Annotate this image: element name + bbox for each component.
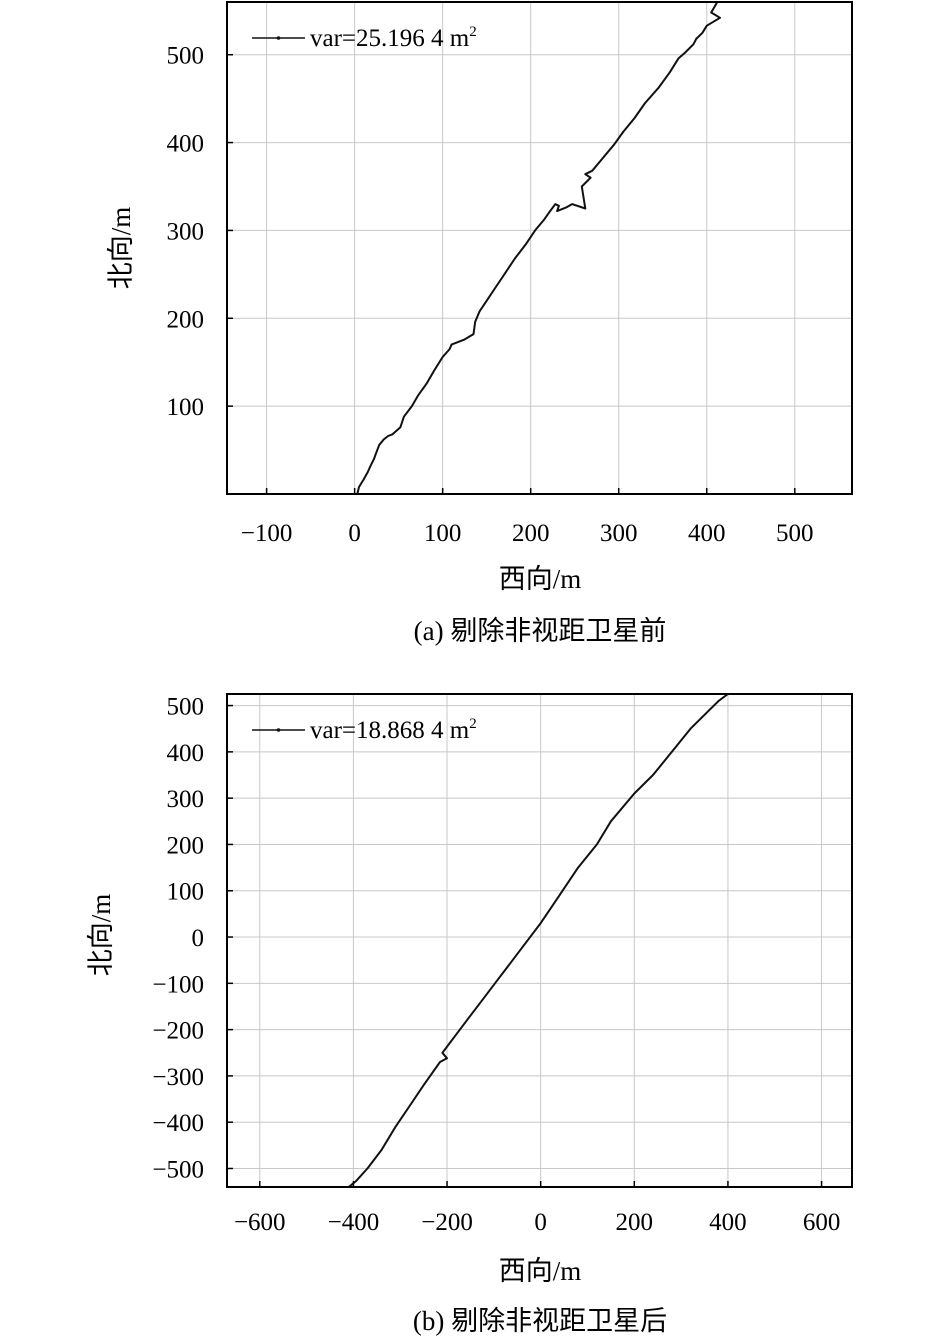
x-axis-label: 西向/m <box>499 564 582 594</box>
x-tick-label: 600 <box>803 1209 841 1236</box>
plot-frame <box>226 693 853 1188</box>
y-tick-label: −400 <box>152 1110 204 1137</box>
y-tick-label: 100 <box>167 394 205 421</box>
y-tick-label: −500 <box>152 1156 204 1183</box>
y-tick-label: −200 <box>152 1018 204 1045</box>
x-tick-label: 300 <box>600 520 638 547</box>
series-line <box>356 1 721 495</box>
x-tick-label: 0 <box>534 1209 547 1236</box>
figure-caption: (a) 剔除非视距卫星前 <box>414 616 667 646</box>
x-tick-label: −600 <box>234 1209 286 1236</box>
y-tick-label: 400 <box>167 131 205 158</box>
x-tick-label: 200 <box>512 520 550 547</box>
y-tick-label: 400 <box>167 740 205 767</box>
y-tick-label: 300 <box>167 218 205 245</box>
plot-frame <box>226 1 853 495</box>
y-tick-label: 500 <box>167 43 205 70</box>
legend-superscript: 2 <box>469 24 477 40</box>
x-axis-label: 西向/m <box>499 1256 582 1286</box>
legend-marker <box>276 36 281 40</box>
x-tick-label: 100 <box>424 520 462 547</box>
x-tick-label: −200 <box>421 1209 473 1236</box>
y-tick-label: 500 <box>167 694 205 721</box>
x-tick-label: −100 <box>241 520 293 547</box>
x-tick-label: 400 <box>688 520 726 547</box>
y-tick-label: 300 <box>167 786 205 813</box>
legend-label: var=18.868 4 m2 <box>310 716 477 744</box>
x-tick-label: 500 <box>776 520 814 547</box>
figure-caption: (b) 剔除非视距卫星后 <box>413 1306 667 1336</box>
y-tick-label: 100 <box>167 879 205 906</box>
legend-label: var=25.196 4 m2 <box>310 24 477 52</box>
x-tick-label: 400 <box>709 1209 747 1236</box>
x-tick-label: 0 <box>348 520 361 547</box>
chart-panel-b: −600 −400 −200 0 200 400 600 500 400 300 200 100 0 −1… <box>86 693 853 1336</box>
y-tick-label: 200 <box>167 832 205 859</box>
y-axis-label: 北向/m <box>86 894 116 977</box>
y-tick-label: 200 <box>167 306 205 333</box>
legend-text: var=18.868 4 m <box>310 717 470 744</box>
y-tick-label: 0 <box>192 925 205 952</box>
x-tick-label: −400 <box>328 1209 380 1236</box>
x-tick-label: 200 <box>616 1209 654 1236</box>
y-axis-label: 北向/m <box>106 207 136 290</box>
y-tick-label: −100 <box>152 971 204 998</box>
y-tick-label: −300 <box>152 1064 204 1091</box>
series-line <box>348 693 729 1188</box>
legend-superscript: 2 <box>469 716 477 732</box>
legend-text: var=25.196 4 m <box>310 25 470 52</box>
chart-panel-a: −100 0 100 200 300 400 500 100 200 300 400 500 西向/m 北… <box>106 1 853 646</box>
legend-marker <box>276 728 281 732</box>
